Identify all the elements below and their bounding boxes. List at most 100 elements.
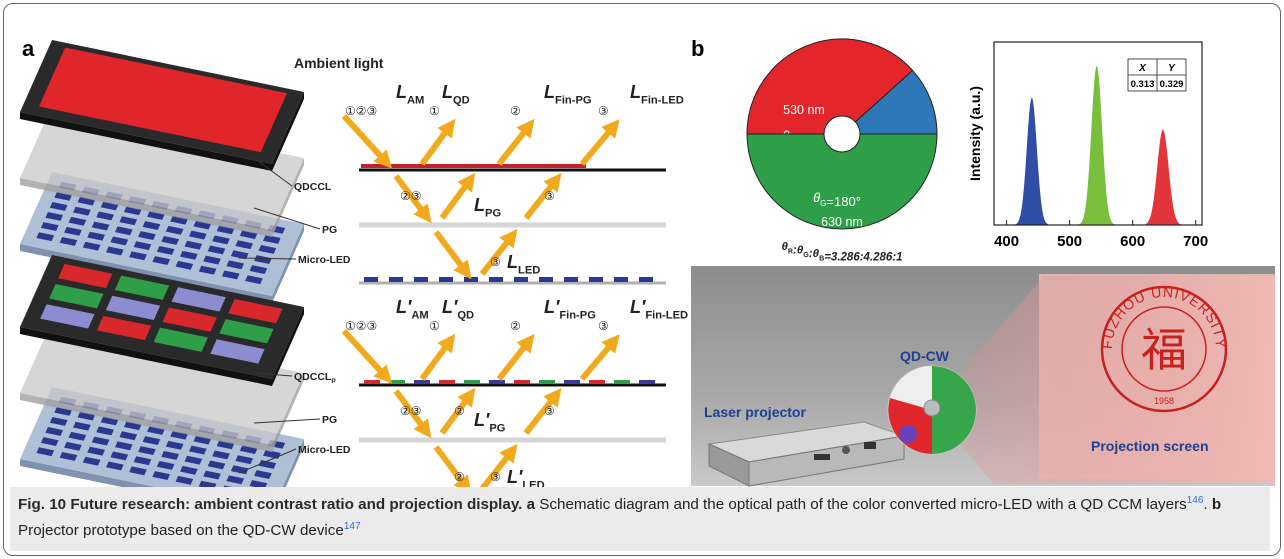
color-film: [364, 380, 380, 384]
caption-bold: a: [522, 496, 535, 513]
step-number: ①: [429, 104, 440, 118]
layer-label: PG: [322, 414, 337, 426]
step-number: ②: [510, 319, 521, 333]
wavelength-label: 530 nm: [783, 103, 825, 117]
x-tick-label: 400: [994, 233, 1019, 250]
button: [842, 446, 850, 454]
light-arrow: [344, 116, 386, 162]
x-tick-label: 700: [1183, 233, 1208, 250]
beam-label: L′QD: [442, 297, 474, 321]
color-film: [614, 380, 630, 384]
color-film: [389, 380, 405, 384]
hdmi-port: [814, 454, 830, 460]
layer-label: PG: [322, 224, 337, 236]
step-number: ③: [544, 404, 555, 418]
text-part: :θ: [793, 244, 804, 256]
step-number: ③: [490, 470, 501, 484]
subscript: QD: [457, 309, 474, 321]
caption-normal: Schematic diagram and the optical path o…: [535, 496, 1187, 513]
light-arrow: [582, 126, 614, 164]
subscript: Fin-LED: [645, 309, 688, 321]
emission-peak: [1070, 66, 1124, 225]
subscript: QD: [453, 94, 470, 106]
color-film: [514, 380, 530, 384]
figure-frame: aAmbient lightQDCCLPGMicro-LEDLAMLQDLFin…: [3, 3, 1281, 556]
color-film: [564, 380, 580, 384]
subscript: P: [331, 378, 336, 385]
text-part: Micro-LED: [298, 254, 351, 266]
layer-label: QDCCL: [294, 181, 332, 193]
step-number: ③: [598, 319, 609, 333]
beam-label: L′PG: [474, 410, 505, 434]
text-part: L′: [507, 467, 523, 487]
step-number: ③: [598, 104, 609, 118]
led-chip: [414, 277, 428, 282]
light-arrow: [499, 341, 529, 379]
subscript: Fin-PG: [555, 94, 592, 106]
led-chip: [364, 277, 378, 282]
logo-year: 1958: [1154, 396, 1174, 406]
subscript: AM: [411, 309, 428, 321]
wavelength-label: 630 nm: [821, 215, 863, 229]
beam-label: L′Fin-LED: [630, 297, 688, 321]
text-part: L: [630, 82, 641, 102]
red-film: [361, 164, 586, 168]
text-part: L′: [630, 297, 646, 317]
text-part: L: [442, 82, 453, 102]
text-part: L: [474, 195, 485, 215]
text-part: θ: [813, 190, 820, 205]
text-part: L′: [544, 297, 560, 317]
layer-label: Micro-LED: [298, 254, 351, 266]
step-number: ②: [454, 404, 465, 418]
text-part: L: [507, 252, 518, 272]
x-tick-label: 600: [1120, 233, 1145, 250]
step-number: ③: [544, 189, 555, 203]
led-chip: [564, 277, 578, 282]
caption-title: Fig. 10 Future research: ambient contras…: [18, 496, 522, 513]
step-number: ①: [429, 319, 440, 333]
beam-label: LFin-LED: [630, 82, 684, 106]
page: aAmbient lightQDCCLPGMicro-LEDLAMLQDLFin…: [0, 0, 1284, 559]
beam-label: LFin-PG: [544, 82, 592, 106]
text-part: =180°: [826, 194, 860, 209]
led-chip: [514, 277, 528, 282]
beam-label: LAM: [396, 82, 424, 106]
wheel-hub: [924, 400, 940, 416]
led-chip: [614, 277, 628, 282]
led-chip: [639, 277, 653, 282]
light-arrow: [442, 180, 470, 218]
table-value: 0.313: [1131, 79, 1155, 90]
light-arrow: [422, 126, 450, 164]
step-number: ①②③: [345, 319, 377, 333]
usb-port: [864, 442, 876, 449]
emission-peak: [1135, 130, 1192, 225]
step-number: ②: [454, 470, 465, 484]
x-tick-label: 500: [1057, 233, 1082, 250]
text-part: Micro-LED: [298, 444, 351, 456]
photo-label: QD-CW: [900, 348, 950, 364]
caption: Fig. 10 Future research: ambient contras…: [10, 487, 1270, 551]
light-arrow: [582, 341, 614, 379]
beam-label: L′LED: [507, 467, 545, 489]
caption-ref: 146: [1187, 495, 1204, 506]
y-axis-label: Intensity (a.u.): [967, 86, 983, 181]
step-number: ①②③: [345, 104, 377, 118]
step-number: ②③: [400, 189, 422, 203]
subscript: Fin-PG: [559, 309, 596, 321]
subscript: PG: [485, 207, 501, 219]
beam-label: LPG: [474, 195, 501, 219]
color-film: [464, 380, 480, 384]
led-chip: [489, 277, 503, 282]
text-part: L′: [474, 410, 490, 430]
beam-label: LLED: [507, 252, 540, 276]
beam-label: L′Fin-PG: [544, 297, 596, 321]
light-arrow: [436, 232, 466, 272]
led-chip: [539, 277, 553, 282]
color-film: [439, 380, 455, 384]
subscript: AM: [407, 94, 424, 106]
color-film: [489, 380, 505, 384]
logo-char: 福: [1141, 324, 1187, 376]
light-arrow: [422, 341, 450, 379]
light-arrow: [499, 126, 529, 164]
text-part: QDCCL: [294, 181, 332, 193]
